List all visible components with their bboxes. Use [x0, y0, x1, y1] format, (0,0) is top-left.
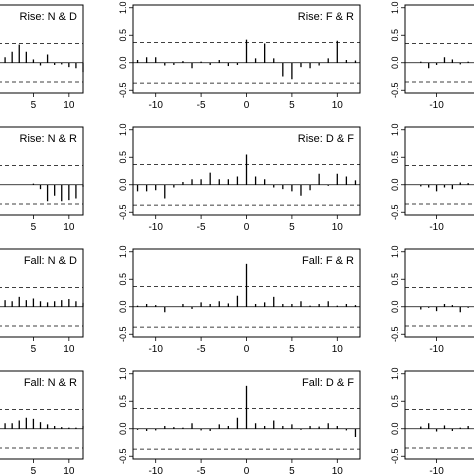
- panel-title: Rise: N & D: [20, 11, 78, 23]
- x-tick-label: 10: [63, 222, 75, 233]
- x-tick-label: 10: [63, 466, 75, 474]
- panel-title: Rise: N & R: [20, 133, 78, 145]
- y-tick-label: 1.0: [390, 1, 400, 14]
- y-tick-label: -0.5: [390, 326, 400, 342]
- x-tick-label: 0: [244, 222, 250, 233]
- panel-10: 5 10 Fall: N & R: [0, 370, 84, 474]
- y-tick-label: 0.5: [118, 29, 128, 42]
- y-tick-label: 0.5: [118, 395, 128, 408]
- x-tick-label: -10: [148, 222, 163, 233]
- x-tick-label: 5: [31, 222, 37, 233]
- x-tick-label: -10: [148, 344, 163, 355]
- plot-frame: [404, 4, 474, 94]
- y-tick-label: 0.0: [118, 422, 128, 435]
- y-tick-label: 0.5: [118, 151, 128, 164]
- x-tick-label: 10: [332, 344, 344, 355]
- x-tick-label: -10: [429, 466, 444, 474]
- y-tick-label: -0.5: [390, 204, 400, 220]
- panel-6: -10 -0.5 0.0 0.5 1.0: [390, 123, 474, 233]
- y-tick-label: -0.5: [390, 448, 400, 464]
- x-tick-label: 10: [63, 344, 75, 355]
- x-tick-label: -10: [148, 100, 163, 111]
- y-tick-label: 0.0: [390, 56, 400, 69]
- y-tick-label: 1.0: [390, 123, 400, 136]
- panel-3: -10 -0.5 0.0 0.5 1.0: [390, 1, 474, 111]
- panel-1: 5 10 Rise: N & D: [0, 4, 84, 111]
- plot-frame: [0, 4, 84, 94]
- y-tick-label: 0.0: [390, 300, 400, 313]
- x-tick-label: 5: [289, 344, 295, 355]
- x-tick-label: -5: [197, 100, 206, 111]
- panel-title: Rise: D & F: [298, 133, 355, 145]
- x-tick-label: 10: [63, 100, 75, 111]
- x-tick-label: -10: [429, 100, 444, 111]
- panel-2: -10 -5 0 5 10 -0.5 0.0 0.5 1.0 Rise: F & R: [118, 1, 361, 111]
- y-tick-label: 1.0: [118, 367, 128, 380]
- panel-8: -10 -5 0 5 10 -0.5 0.0 0.5 1.0 Fall: F & R: [118, 245, 361, 355]
- x-tick-label: 5: [289, 222, 295, 233]
- y-tick-label: 1.0: [390, 367, 400, 380]
- plot-frame: [0, 126, 84, 216]
- x-tick-label: 5: [31, 466, 37, 474]
- x-tick-label: -10: [148, 466, 163, 474]
- y-tick-label: 1.0: [390, 245, 400, 258]
- panel-title: Fall: N & R: [24, 377, 77, 389]
- x-tick-label: 5: [31, 344, 37, 355]
- y-tick-label: 1.0: [118, 245, 128, 258]
- panel-title: Fall: F & R: [302, 255, 354, 267]
- y-tick-label: 0.5: [390, 29, 400, 42]
- x-tick-label: 5: [289, 100, 295, 111]
- y-tick-label: -0.5: [118, 448, 128, 464]
- y-tick-label: 0.0: [118, 56, 128, 69]
- y-tick-label: 1.0: [118, 1, 128, 14]
- x-tick-label: 0: [244, 466, 250, 474]
- x-tick-label: 10: [332, 466, 344, 474]
- x-tick-label: 5: [289, 466, 295, 474]
- y-tick-label: -0.5: [390, 82, 400, 98]
- panel-4: 5 10 Rise: N & R: [0, 126, 84, 233]
- y-tick-label: 1.0: [118, 123, 128, 136]
- plot-frame: [404, 126, 474, 216]
- y-tick-label: 0.5: [390, 273, 400, 286]
- plot-frame: [0, 370, 84, 460]
- panel-11: -10 -5 0 5 10 -0.5 0.0 0.5 1.0 Fall: D & F: [118, 367, 361, 474]
- plot-frame: [404, 370, 474, 460]
- x-tick-label: -5: [197, 466, 206, 474]
- x-tick-label: 0: [244, 100, 250, 111]
- panel-5: -10 -5 0 5 10 -0.5 0.0 0.5 1.0 Rise: D & F: [118, 123, 361, 233]
- panel-12: -10 -0.5 0.0 0.5 1.0: [390, 367, 474, 474]
- plot-frame: [0, 248, 84, 338]
- panel-title: Fall: N & D: [24, 255, 77, 267]
- x-tick-label: -10: [429, 222, 444, 233]
- y-tick-label: 0.5: [118, 273, 128, 286]
- y-tick-label: 0.0: [118, 178, 128, 191]
- x-tick-label: -5: [197, 344, 206, 355]
- x-tick-label: -10: [429, 344, 444, 355]
- x-tick-label: 0: [244, 344, 250, 355]
- y-tick-label: 0.5: [390, 395, 400, 408]
- panel-9: -10 -0.5 0.0 0.5 1.0: [390, 245, 474, 355]
- y-tick-label: -0.5: [118, 82, 128, 98]
- y-tick-label: 0.5: [390, 151, 400, 164]
- plot-frame: [404, 248, 474, 338]
- panel-7: 5 10 Fall: N & D: [0, 248, 84, 355]
- x-tick-label: 10: [332, 100, 344, 111]
- panel-title: Fall: D & F: [302, 377, 354, 389]
- panel-title: Rise: F & R: [298, 11, 354, 23]
- x-tick-label: 5: [31, 100, 37, 111]
- y-tick-label: -0.5: [118, 204, 128, 220]
- x-tick-label: 10: [332, 222, 344, 233]
- x-tick-label: -5: [197, 222, 206, 233]
- y-tick-label: 0.0: [390, 178, 400, 191]
- y-tick-label: -0.5: [118, 326, 128, 342]
- y-tick-label: 0.0: [118, 300, 128, 313]
- y-tick-label: 0.0: [390, 422, 400, 435]
